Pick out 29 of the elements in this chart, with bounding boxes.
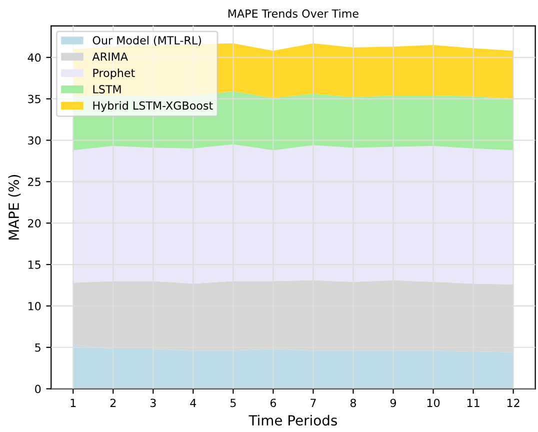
legend-label: LSTM bbox=[93, 85, 121, 94]
x-tick-label: 3 bbox=[150, 398, 156, 408]
legend-label: Prophet bbox=[93, 68, 135, 80]
y-tick-label: 10 bbox=[28, 302, 41, 310]
x-tick-label: 7 bbox=[310, 398, 316, 407]
y-axis-title: MAPE (%) bbox=[8, 175, 21, 240]
y-tick-label: 20 bbox=[28, 219, 41, 228]
y-tick-label: 30 bbox=[28, 136, 41, 145]
x-tick-label: 10 bbox=[427, 398, 440, 408]
x-tick-label: 9 bbox=[390, 398, 396, 408]
x-tick-label: 11 bbox=[467, 398, 480, 407]
x-tick-label: 8 bbox=[350, 398, 356, 408]
y-tick-label: 5 bbox=[35, 343, 40, 352]
x-tick-label: 4 bbox=[190, 398, 196, 407]
legend-label: Our Model (MTL-RL) bbox=[92, 36, 202, 46]
x-axis-title: Time Periods bbox=[248, 414, 337, 426]
x-tick-label: 6 bbox=[270, 398, 276, 408]
y-tick-label: 0 bbox=[35, 384, 41, 394]
x-tick-label: 2 bbox=[110, 398, 116, 407]
chart-title: MAPE Trends Over Time bbox=[228, 9, 358, 18]
y-tick-label: 25 bbox=[28, 178, 40, 186]
y-tick-label: 40 bbox=[28, 53, 41, 62]
y-tick-label: 35 bbox=[28, 94, 40, 104]
legend-label: Hybrid LSTM-XGBoost bbox=[93, 101, 213, 112]
x-tick-label: 5 bbox=[230, 398, 236, 408]
y-tick-label: 15 bbox=[28, 260, 40, 269]
x-tick-label: 12 bbox=[507, 398, 520, 407]
legend-label: ARIMA bbox=[92, 52, 128, 61]
x-tick-label: 1 bbox=[70, 398, 76, 407]
